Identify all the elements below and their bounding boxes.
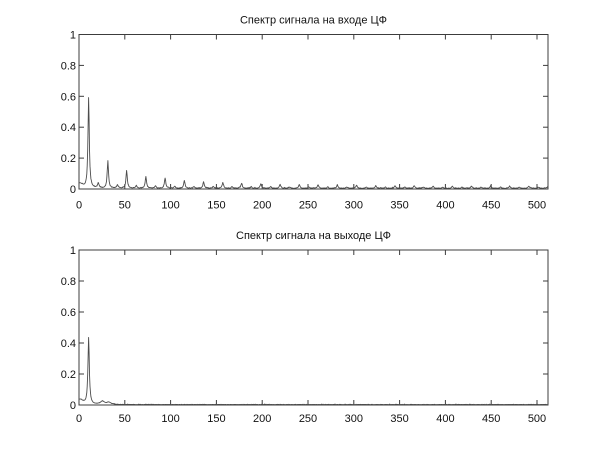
svg-text:Спектр сигнала на выходе ЦФ: Спектр сигнала на выходе ЦФ (236, 230, 391, 242)
svg-text:300: 300 (345, 413, 363, 425)
svg-text:1: 1 (70, 245, 76, 257)
svg-text:0: 0 (70, 184, 76, 196)
svg-text:0: 0 (76, 413, 82, 425)
svg-text:0.4: 0.4 (61, 338, 76, 350)
svg-text:150: 150 (207, 413, 225, 425)
svg-text:400: 400 (436, 199, 454, 211)
svg-text:0.8: 0.8 (61, 60, 76, 72)
svg-text:0.2: 0.2 (61, 369, 76, 381)
svg-text:150: 150 (207, 199, 225, 211)
svg-text:500: 500 (528, 199, 546, 211)
svg-text:100: 100 (161, 413, 179, 425)
svg-text:350: 350 (390, 413, 408, 425)
svg-text:0.8: 0.8 (61, 276, 76, 288)
svg-text:250: 250 (299, 199, 317, 211)
svg-text:0: 0 (70, 400, 76, 412)
svg-text:50: 50 (119, 413, 131, 425)
svg-text:200: 200 (253, 199, 271, 211)
svg-text:Спектр сигнала на входе ЦФ: Спектр сигнала на входе ЦФ (240, 15, 387, 27)
svg-text:50: 50 (119, 199, 131, 211)
svg-text:200: 200 (253, 413, 271, 425)
svg-text:500: 500 (528, 413, 546, 425)
svg-text:0.2: 0.2 (61, 153, 76, 165)
svg-text:450: 450 (482, 199, 500, 211)
svg-text:400: 400 (436, 413, 454, 425)
svg-text:350: 350 (390, 199, 408, 211)
svg-text:0.4: 0.4 (61, 122, 76, 134)
svg-text:250: 250 (299, 413, 317, 425)
svg-text:450: 450 (482, 413, 500, 425)
svg-text:0: 0 (76, 199, 82, 211)
svg-text:1: 1 (70, 30, 76, 42)
svg-text:300: 300 (345, 199, 363, 211)
svg-text:0.6: 0.6 (61, 91, 76, 103)
svg-text:0.6: 0.6 (61, 307, 76, 319)
svg-text:100: 100 (161, 199, 179, 211)
